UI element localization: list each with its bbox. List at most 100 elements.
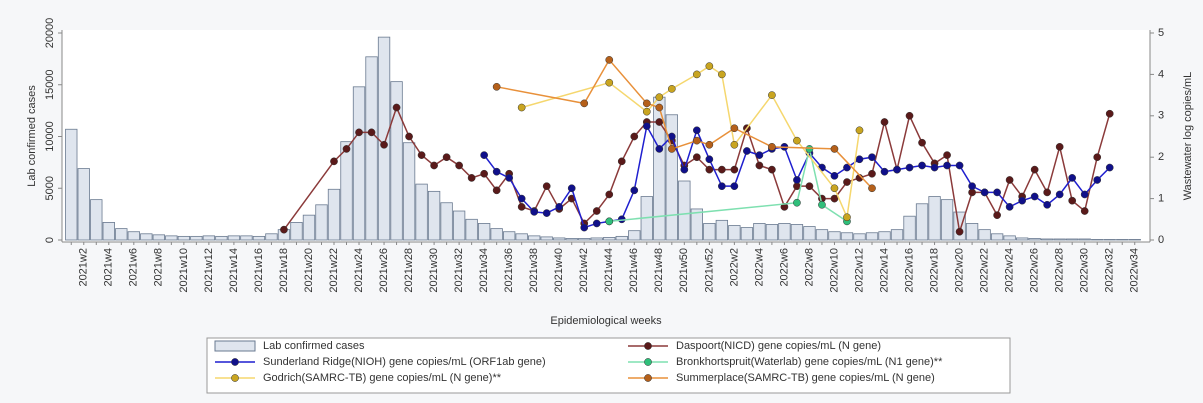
bar (440, 202, 453, 241)
bar (152, 234, 165, 241)
point (730, 165, 739, 174)
bar (628, 230, 641, 241)
bar (252, 235, 266, 241)
point (868, 169, 876, 178)
bar (928, 196, 941, 241)
point (667, 145, 676, 153)
bar (1053, 238, 1066, 241)
x-tick-label: 2021w20 (303, 248, 315, 293)
bar (940, 199, 954, 241)
bar (240, 235, 253, 241)
bar (415, 183, 428, 241)
point (367, 128, 376, 137)
bar (1116, 239, 1129, 241)
point (793, 176, 801, 184)
bar (115, 228, 128, 241)
y2-tick-label: 2 (1158, 151, 1164, 163)
point (793, 136, 801, 145)
bar (953, 211, 966, 241)
point (880, 167, 889, 176)
point (605, 56, 614, 64)
point (580, 99, 589, 108)
bar (728, 225, 741, 241)
bar (477, 223, 491, 241)
bar (965, 223, 979, 241)
point (718, 182, 726, 191)
point (330, 157, 338, 166)
x-tick-label: 2022w14 (878, 248, 890, 293)
x-tick-label: 2022w4 (753, 248, 765, 287)
x-tick-label: 2021w46 (628, 248, 640, 293)
bar (603, 237, 616, 241)
point (480, 169, 488, 178)
bar (553, 237, 566, 241)
point (442, 153, 451, 162)
point (642, 99, 651, 108)
x-tick-label: 2021w4 (103, 248, 115, 287)
point (718, 165, 726, 174)
point (492, 167, 501, 176)
point (680, 165, 689, 174)
point (542, 182, 551, 191)
bar (740, 227, 754, 241)
point (280, 225, 288, 234)
point (355, 128, 363, 137)
bar (1041, 238, 1054, 241)
bar (265, 233, 278, 241)
point (830, 145, 839, 153)
point (905, 111, 914, 120)
y2-tick-label: 5 (1158, 27, 1164, 39)
point (843, 178, 851, 186)
legend-label: Daspoort(NICD) gene copies/mL (N gene) (676, 340, 881, 352)
x-tick-label: 2022w16 (903, 248, 915, 293)
bar (140, 233, 153, 241)
bar (778, 223, 791, 241)
point (592, 207, 601, 215)
point (880, 118, 889, 126)
x-tick-label: 2021w40 (553, 248, 565, 293)
point (1005, 176, 1014, 184)
point (830, 184, 839, 193)
point (1080, 190, 1089, 199)
x-tick-label: 2022w26 (1029, 248, 1041, 293)
point (430, 161, 438, 170)
bar (515, 233, 528, 241)
point (667, 85, 676, 93)
legend-marker (644, 374, 652, 382)
x-tick-label: 2021w10 (178, 248, 190, 293)
bar (490, 228, 503, 241)
point (1055, 143, 1064, 151)
bar (578, 238, 591, 241)
bar (678, 180, 691, 241)
point (505, 174, 514, 182)
bar (1091, 239, 1104, 241)
point (1030, 192, 1039, 201)
y-tick-label: 15000 (44, 69, 56, 100)
bar (503, 231, 516, 241)
point (980, 188, 989, 197)
point (768, 165, 776, 174)
bar (402, 142, 416, 241)
bar (878, 231, 891, 241)
point (642, 122, 651, 131)
bar (177, 235, 191, 241)
legend-marker (231, 358, 239, 366)
bar (753, 223, 766, 241)
point (843, 163, 851, 172)
line (496, 58, 873, 189)
bar (77, 168, 90, 241)
x-tick-label: 2022w34 (1129, 248, 1141, 293)
bar (903, 215, 916, 241)
bar (1103, 239, 1116, 241)
bar (1015, 237, 1029, 241)
bar (302, 214, 316, 241)
bar (65, 128, 78, 241)
bar (815, 229, 829, 241)
bar (865, 232, 879, 241)
point (818, 200, 826, 209)
bar (327, 188, 341, 241)
x-tick-label: 2021w34 (478, 248, 490, 293)
y-tick-label: 10000 (44, 121, 56, 152)
bar (427, 190, 441, 241)
x-tick-label: 2021w44 (603, 248, 615, 293)
